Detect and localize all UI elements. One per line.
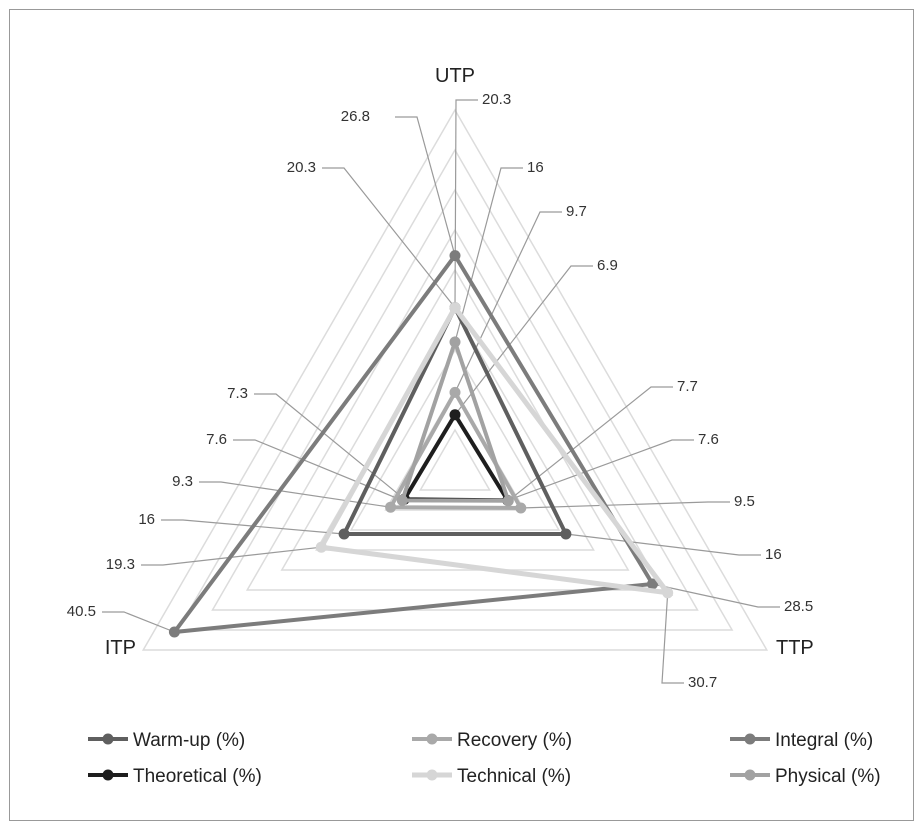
legend-label: Technical (%) — [457, 766, 571, 787]
series-line-recovery — [387, 388, 525, 511]
data-label-ttp-0: 7.7 — [677, 378, 698, 395]
leader-line-itp-3 — [161, 519, 345, 535]
leader-line-ttp-2 — [520, 501, 730, 509]
data-point-physical-utp — [449, 336, 461, 348]
leader-line-ttp-4 — [652, 583, 780, 608]
leader-line-itp-5 — [102, 611, 175, 633]
legend-swatch-marker — [426, 769, 438, 781]
legend-item-theoretical: Theoretical (%) — [88, 766, 262, 787]
series-line-technical — [317, 303, 674, 597]
legend-swatch-marker — [102, 733, 114, 745]
legend-item-warm-up: Warm-up (%) — [88, 730, 245, 751]
data-label-itp-2: 9.3 — [172, 473, 193, 490]
data-label-utp-3: 16 — [527, 159, 544, 176]
leader-line-itp-2 — [199, 481, 391, 508]
legend-item-technical: Technical (%) — [412, 766, 571, 787]
data-point-technical-utp — [449, 302, 461, 314]
data-label-utp-5: 6.9 — [597, 257, 618, 274]
legend-label: Integral (%) — [775, 730, 873, 751]
series-line-warm-up — [340, 303, 570, 536]
leader-line-ttp-0 — [507, 386, 673, 502]
legend-swatch-marker — [426, 733, 438, 745]
data-label-ttp-3: 16 — [765, 546, 782, 563]
data-label-itp-1: 7.6 — [206, 431, 227, 448]
legend-swatch-marker — [102, 769, 114, 781]
grid-ring — [176, 148, 734, 631]
data-label-ttp-5: 30.7 — [688, 674, 717, 691]
grid-ring — [349, 348, 561, 531]
category-label-ttp: TTP — [776, 637, 814, 659]
category-label-itp: ITP — [105, 637, 136, 659]
data-label-itp-4: 19.3 — [106, 556, 135, 573]
data-point-integral-itp — [168, 626, 180, 638]
data-point-integral-utp — [449, 250, 461, 262]
leader-line-utp-2 — [322, 167, 456, 308]
legend-item-recovery: Recovery (%) — [412, 730, 572, 751]
series-layer — [168, 250, 674, 638]
grid-ring — [141, 108, 769, 651]
leader-line-utp-0 — [395, 116, 456, 256]
leader-line-itp-0 — [254, 393, 405, 500]
data-point-physical-itp — [396, 494, 408, 506]
leader-line-itp-1 — [233, 439, 403, 501]
legend-swatch-marker — [744, 769, 756, 781]
legend: Warm-up (%) Recovery (%) Integral (%) Theor… — [88, 730, 881, 787]
legend-label: Physical (%) — [775, 766, 881, 787]
leader-line-utp-1 — [454, 99, 478, 308]
data-point-recovery-utp — [449, 386, 461, 398]
data-label-itp-5: 40.5 — [67, 603, 96, 620]
data-label-ttp-2: 9.5 — [734, 493, 755, 510]
data-point-theoretical-utp — [449, 409, 461, 421]
data-point-physical-ttp — [502, 495, 514, 507]
category-label-utp: UTP — [435, 65, 475, 87]
grid-ring — [419, 428, 491, 491]
leader-line-utp-5 — [454, 265, 593, 416]
data-label-utp-4: 9.7 — [566, 203, 587, 220]
data-point-technical-ttp — [662, 587, 674, 599]
series-line-physical — [399, 335, 512, 503]
grid-ring — [245, 228, 665, 591]
leader-line-itp-4 — [141, 546, 322, 566]
grid-ring — [211, 188, 699, 611]
data-label-ttp-4: 28.5 — [784, 598, 813, 615]
data-label-itp-0: 7.3 — [227, 385, 248, 402]
data-point-warm-up-itp — [338, 528, 350, 540]
category-labels: UTP TTP ITP — [105, 65, 814, 659]
legend-swatch-marker — [744, 733, 756, 745]
data-point-warm-up-ttp — [560, 528, 572, 540]
legend-item-integral: Integral (%) — [730, 730, 873, 751]
legend-label: Theoretical (%) — [133, 766, 262, 787]
data-point-recovery-itp — [385, 501, 397, 513]
data-point-recovery-ttp — [515, 502, 527, 514]
data-labels: 26.8 20.3 20.3 16 9.7 6.9 7.7 7.6 9.5 16 28.5 30.7 7… — [67, 91, 813, 691]
data-label-utp-1: 20.3 — [482, 91, 511, 108]
data-point-technical-itp — [315, 541, 327, 553]
leader-line-ttp-5 — [661, 592, 684, 684]
legend-label: Recovery (%) — [457, 730, 572, 751]
data-point-integral-ttp — [647, 578, 658, 590]
data-label-utp-2: 20.3 — [287, 159, 316, 176]
leader-line-utp-4 — [454, 211, 562, 393]
data-label-utp-0: 26.8 — [341, 108, 370, 125]
leader-line-ttp-3 — [565, 533, 761, 556]
data-label-ttp-1: 7.6 — [698, 431, 719, 448]
chart-border — [9, 9, 914, 821]
legend-label: Warm-up (%) — [133, 730, 245, 751]
data-label-itp-3: 16 — [138, 511, 155, 528]
data-label-leaders — [102, 99, 780, 684]
series-line-integral — [170, 252, 656, 635]
legend-item-physical: Physical (%) — [730, 766, 881, 787]
leader-line-ttp-1 — [507, 439, 694, 501]
